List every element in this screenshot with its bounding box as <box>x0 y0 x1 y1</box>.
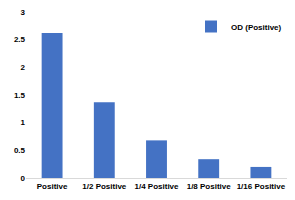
svg-text:0.5: 0.5 <box>14 146 26 155</box>
svg-text:2.5: 2.5 <box>14 35 26 44</box>
svg-text:1.5: 1.5 <box>14 91 26 100</box>
svg-text:Positive: Positive <box>37 182 68 191</box>
svg-text:0: 0 <box>21 174 26 183</box>
svg-text:2: 2 <box>21 63 26 72</box>
svg-text:OD (Positive): OD (Positive) <box>231 23 282 32</box>
svg-text:1/2 Positive: 1/2 Positive <box>82 182 127 191</box>
svg-text:1/16 Positive: 1/16 Positive <box>237 182 286 191</box>
svg-text:3: 3 <box>21 8 26 17</box>
svg-text:1/8 Positive: 1/8 Positive <box>187 182 232 191</box>
svg-text:1: 1 <box>21 118 26 127</box>
svg-text:1/4 Positive: 1/4 Positive <box>134 182 179 191</box>
